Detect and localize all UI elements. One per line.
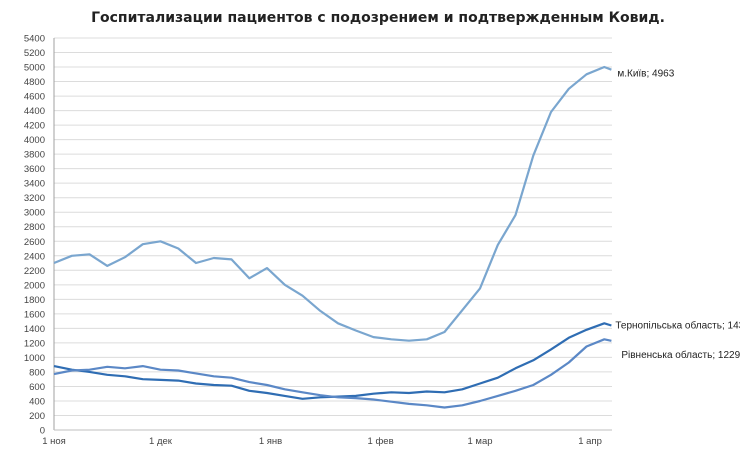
y-tick-label: 4000: [24, 135, 45, 146]
y-tick-label: 3800: [24, 150, 45, 161]
y-tick-label: 4400: [24, 106, 45, 117]
y-tick-label: 1600: [24, 309, 45, 320]
y-tick-label: 3000: [24, 208, 45, 219]
series-line-2: [53, 338, 612, 409]
y-tick-label: 5400: [24, 34, 45, 45]
y-tick-label: 2800: [24, 222, 45, 233]
y-tick-label: 1400: [24, 324, 45, 335]
y-axis: 0 200 400 600 800 1000 1200 1400 1600 1800 2000 220…: [24, 34, 55, 437]
y-tick-label: 2400: [24, 251, 45, 262]
y-tick-label: 1800: [24, 295, 45, 306]
gridlines: [54, 37, 612, 431]
y-tick-label: 4800: [24, 77, 45, 88]
y-tick-label: 4200: [24, 121, 45, 132]
y-tick-label: 800: [29, 367, 45, 378]
x-tick-label: 1 апр: [578, 436, 602, 447]
x-tick-label: 1 мар: [467, 436, 492, 447]
chart-title: Госпитализации пациентов с подозрением и…: [91, 10, 665, 26]
series-end-label: Рівненська область; 1229: [621, 349, 740, 361]
x-axis: 1 ноя 1 дек 1 янв 1 фев 1 мар 1 апр: [42, 429, 612, 447]
y-tick-label: 3600: [24, 164, 45, 175]
x-tick-label: 1 янв: [259, 436, 282, 447]
y-tick-label: 200: [29, 411, 45, 422]
x-tick-label: 1 ноя: [42, 436, 66, 447]
y-tick-label: 5200: [24, 48, 45, 59]
y-tick-label: 4600: [24, 92, 45, 103]
y-tick-label: 600: [29, 382, 45, 393]
y-tick-label: 2200: [24, 266, 45, 277]
y-tick-label: 5000: [24, 63, 45, 74]
y-tick-label: 1200: [24, 338, 45, 349]
y-tick-label: 1000: [24, 353, 45, 364]
series-labels: м.Київ; 4963 Тернопільська область; 1439 Р…: [615, 69, 740, 361]
y-tick-label: 400: [29, 396, 45, 407]
y-tick-label: 3400: [24, 179, 45, 190]
x-tick-label: 1 фев: [368, 436, 394, 447]
y-tick-label: 0: [40, 426, 45, 437]
y-tick-label: 3200: [24, 193, 45, 204]
series-end-label: м.Київ; 4963: [617, 69, 674, 80]
series-end-label: Тернопільська область; 1439: [615, 320, 740, 332]
y-tick-label: 2600: [24, 237, 45, 248]
x-tick-label: 1 дек: [149, 436, 173, 447]
series-lines: [53, 65, 612, 409]
series-line-0: [53, 65, 612, 342]
y-tick-label: 2000: [24, 280, 45, 291]
